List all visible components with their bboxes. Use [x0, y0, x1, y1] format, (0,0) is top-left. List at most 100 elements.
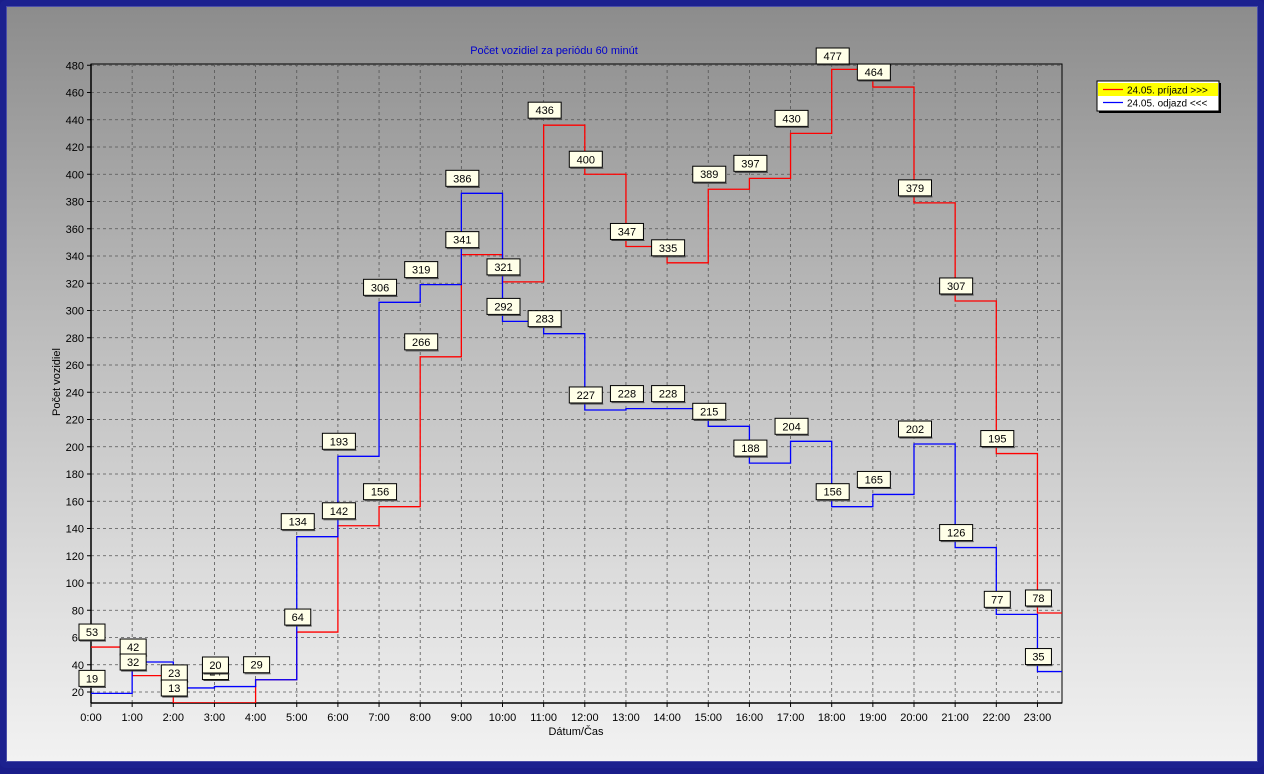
data-label-arrival: 389: [692, 165, 727, 184]
x-tick-label: 22:00: [983, 712, 1011, 724]
data-label: 29: [250, 660, 262, 672]
data-label: 23: [168, 668, 180, 680]
data-label-box: [78, 669, 106, 687]
data-label-departure: 228: [609, 385, 645, 404]
data-label-box: [486, 297, 521, 315]
data-label: 379: [906, 183, 924, 195]
data-label-departure: 35: [1024, 648, 1053, 667]
data-label-arrival: 321: [486, 258, 521, 277]
x-tick-label: 2:00: [163, 712, 184, 724]
x-tick-label: 23:00: [1024, 712, 1052, 724]
x-tick-label: 0:00: [80, 712, 101, 724]
data-label: 78: [1032, 593, 1044, 605]
data-label: 126: [947, 528, 965, 540]
data-label-arrival: 464: [856, 63, 892, 82]
data-label-box: [445, 231, 480, 249]
data-label: 42: [127, 642, 139, 654]
y-axis-label: Počet vozidiel: [51, 348, 63, 416]
data-label-box: [939, 277, 974, 295]
data-label: 142: [330, 506, 348, 518]
data-label-arrival: 430: [774, 109, 810, 128]
data-label: 32: [127, 657, 139, 669]
legend-row-bg: [1098, 83, 1218, 96]
data-label-arrival: 477: [815, 47, 851, 66]
data-label-arrival: 156: [363, 483, 398, 502]
y-tick-label: 420: [66, 142, 84, 154]
x-tick-label: 16:00: [736, 712, 764, 724]
data-label-arrival: 32: [119, 653, 148, 672]
data-label: 35: [1032, 652, 1044, 664]
x-tick-label: 12:00: [571, 712, 599, 724]
data-label-box: [774, 109, 809, 127]
data-label-box: [609, 385, 644, 403]
y-tick-label: 200: [66, 442, 84, 454]
data-label: 134: [289, 517, 307, 529]
data-label: 64: [292, 612, 304, 624]
data-label-arrival: 397: [733, 154, 768, 173]
data-label-arrival: 53: [78, 623, 106, 642]
data-label-departure: 386: [445, 169, 480, 188]
data-label: 193: [330, 436, 348, 448]
data-label-box: [201, 656, 229, 674]
data-label: 188: [741, 443, 759, 455]
legend: 24.05. príjazd >>> 24.05. odjazd <<<: [1096, 80, 1221, 113]
data-label: 386: [453, 173, 471, 185]
data-label-departure: 215: [692, 402, 727, 421]
data-label-arrival: 335: [651, 239, 686, 258]
data-label-departure: 227: [568, 386, 604, 405]
data-label-arrival: 64: [284, 608, 312, 627]
data-label: 292: [494, 301, 512, 313]
x-tick-label: 5:00: [286, 712, 307, 724]
data-label-box: [1024, 589, 1052, 607]
y-tick-label: 120: [66, 551, 84, 563]
data-label-arrival: 341: [445, 231, 480, 250]
data-label: 319: [412, 265, 430, 277]
data-label: 156: [371, 487, 389, 499]
data-label: 321: [494, 262, 512, 274]
data-label: 53: [86, 627, 98, 639]
series-line-departure: [91, 192, 1062, 695]
x-tick-label: 6:00: [327, 712, 348, 724]
data-label-arrival: 436: [527, 101, 563, 120]
x-tick-label: 21:00: [941, 712, 969, 724]
y-tick-label: 160: [66, 496, 84, 508]
y-tick-label: 480: [66, 60, 84, 72]
data-label-box: [651, 385, 686, 403]
data-label-box: [983, 590, 1011, 608]
data-label-departure: 306: [363, 278, 398, 297]
data-label-box: [1024, 648, 1052, 666]
data-label: 464: [865, 67, 883, 79]
data-label-departure: 134: [280, 513, 316, 532]
data-label-box: [939, 524, 974, 542]
data-label-box: [733, 439, 768, 457]
data-label-departure: 193: [321, 432, 357, 451]
y-tick-label: 240: [66, 387, 84, 399]
x-tick-label: 19:00: [859, 712, 887, 724]
data-label: 436: [535, 105, 553, 117]
data-label: 400: [577, 154, 595, 166]
y-tick-label: 340: [66, 251, 84, 263]
y-tick-label: 20: [72, 687, 84, 699]
x-tick-label: 15:00: [694, 712, 722, 724]
data-label-box: [815, 483, 850, 501]
y-tick-label: 80: [72, 605, 84, 617]
data-label-arrival: 400: [568, 150, 604, 169]
data-label-arrival: 266: [404, 333, 439, 352]
data-label-box: [363, 483, 398, 501]
y-tick-label: 260: [66, 360, 84, 372]
data-label: 227: [577, 390, 595, 402]
data-label-departure: 188: [733, 439, 768, 458]
data-label-box: [898, 420, 932, 438]
data-label-departure: 23: [160, 664, 189, 683]
data-label-departure: 13: [160, 679, 189, 698]
x-tick-label: 17:00: [777, 712, 805, 724]
x-axis-label: Dátum/Čas: [548, 725, 604, 738]
x-tick-label: 8:00: [409, 712, 430, 724]
data-label-departure: 19: [78, 669, 106, 688]
data-label-box: [404, 261, 439, 279]
data-label-box: [119, 653, 147, 671]
y-tick-label: 220: [66, 415, 84, 427]
data-label-departure: 42: [119, 638, 148, 657]
data-label-box: [78, 623, 106, 641]
chart-title: Počet vozidiel za periódu 60 minút: [470, 45, 638, 57]
